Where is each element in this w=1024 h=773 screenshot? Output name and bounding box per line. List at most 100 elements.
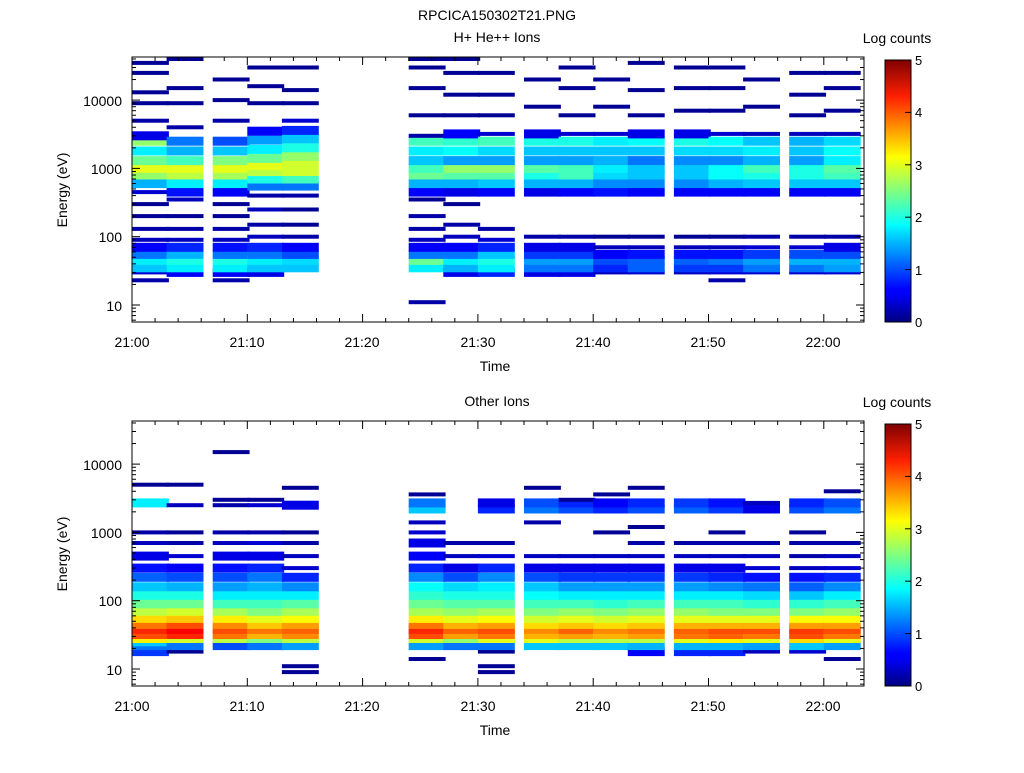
- heatmap-cell: [558, 563, 596, 573]
- heatmap-cell: [477, 670, 515, 675]
- heatmap-cell: [823, 255, 861, 265]
- heatmap-cell: [743, 613, 780, 623]
- heatmap-cell: [166, 530, 204, 535]
- heatmap-cell: [281, 193, 319, 198]
- heatmap-cell: [743, 541, 780, 545]
- colorbar-gradient: [884, 59, 912, 323]
- x-tick-label: 21:50: [690, 334, 725, 350]
- y-axis-label: Energy (eV): [54, 517, 70, 592]
- panel-other-ions: 21:00 21:10 21:20 21:30 21:40 21:50 22:0…: [54, 393, 931, 738]
- heatmap-cell: [627, 498, 665, 508]
- heatmap-cell: [166, 179, 204, 189]
- heatmap-cell: [166, 163, 204, 173]
- heatmap-cell: [708, 278, 746, 283]
- colorbar-tick-label: 4: [915, 105, 922, 120]
- heatmap-cell: [408, 146, 446, 156]
- heatmap-cell: [281, 234, 319, 239]
- heatmap-cell: [673, 136, 711, 146]
- heatmap-cell: [247, 144, 285, 154]
- heatmap-cell: [558, 65, 596, 70]
- heatmap-cell: [443, 267, 481, 277]
- heatmap-cell: [477, 146, 515, 156]
- heatmap-cell: [408, 242, 446, 252]
- heatmap-cell: [443, 156, 481, 166]
- heatmap-cell: [212, 590, 250, 600]
- heatmap-cell: [823, 619, 861, 629]
- colorbar-tick-label: 2: [915, 210, 922, 225]
- heatmap-cell: [408, 263, 446, 273]
- heatmap-cell: [132, 647, 169, 657]
- heatmap-cell: [443, 92, 481, 97]
- heatmap-cell: [789, 582, 827, 592]
- heatmap-cell: [593, 606, 631, 616]
- heatmap-cell: [708, 630, 746, 639]
- heatmap-cell: [823, 599, 861, 609]
- y-axis-label: Energy (eV): [54, 153, 70, 228]
- x-tick-label: 21:40: [575, 698, 610, 714]
- heatmap-cell: [789, 599, 827, 609]
- heatmap-cell: [524, 255, 561, 265]
- heatmap-cell: [281, 174, 319, 184]
- heatmap-cell: [673, 641, 711, 651]
- colorbar-tick-label: 4: [915, 469, 922, 484]
- heatmap-cell: [477, 156, 515, 166]
- heatmap-cell: [166, 590, 204, 600]
- heatmap-cell: [281, 242, 319, 252]
- heatmap-cell: [281, 181, 319, 191]
- heatmap-cell: [408, 572, 446, 582]
- heatmap-cell: [212, 214, 250, 219]
- heatmap-cell: [743, 624, 780, 634]
- heatmap-cell: [823, 187, 861, 197]
- heatmap-cell: [166, 170, 204, 180]
- heatmap-cell: [281, 143, 319, 153]
- heatmap-cell: [558, 624, 596, 634]
- heatmap-cell: [558, 131, 596, 136]
- heatmap-cell: [673, 590, 711, 600]
- heatmap-cell: [743, 599, 780, 609]
- heatmap-cell: [132, 498, 169, 508]
- heatmap-cell: [408, 498, 446, 508]
- heatmap-cell: [823, 270, 861, 275]
- heatmap-cell: [593, 624, 631, 634]
- heatmap-cell: [673, 263, 711, 273]
- heatmap-cell: [627, 641, 665, 651]
- heatmap-cell: [593, 582, 631, 592]
- heatmap-cell: [524, 156, 561, 166]
- heatmap-cell: [593, 270, 631, 275]
- heatmap-cell: [673, 270, 711, 275]
- heatmap-cell: [789, 70, 827, 75]
- colorbar-tick-label: 5: [915, 417, 922, 432]
- heatmap-cells: [132, 450, 861, 675]
- heatmap-cell: [443, 554, 481, 559]
- heatmap-cell: [212, 170, 250, 180]
- heatmap-cell: [593, 554, 631, 559]
- axis-ticks: [131, 421, 864, 686]
- heatmap-cell: [708, 65, 746, 70]
- heatmap-cell: [708, 590, 746, 600]
- heatmap-cell: [823, 657, 861, 661]
- heatmap-cell: [477, 572, 515, 582]
- heatmap-cell: [743, 554, 780, 559]
- heatmap-cell: [443, 249, 481, 259]
- heatmap-cell: [408, 237, 446, 242]
- heatmap-cell: [166, 156, 204, 166]
- heatmap-cell: [789, 234, 827, 239]
- heatmap-cell: [477, 541, 515, 545]
- heatmap-cell: [823, 170, 861, 180]
- heatmap-cell: [708, 245, 746, 250]
- heatmap-cell: [247, 126, 285, 136]
- heatmap-cell: [408, 255, 446, 265]
- heatmap-cell: [627, 525, 665, 529]
- heatmap-cell: [477, 563, 515, 573]
- heatmap-cell: [166, 237, 204, 242]
- heatmap-cell: [443, 234, 481, 239]
- heatmap-cell: [789, 263, 827, 273]
- heatmap-cell: [477, 599, 515, 609]
- heatmap-cell: [524, 187, 561, 197]
- heatmap-cell: [524, 613, 561, 623]
- heatmap-cell: [627, 187, 665, 197]
- heatmap-cell: [477, 163, 515, 173]
- heatmap-cell: [627, 170, 665, 180]
- heatmap-cell: [443, 187, 481, 197]
- heatmap-cell: [166, 101, 204, 106]
